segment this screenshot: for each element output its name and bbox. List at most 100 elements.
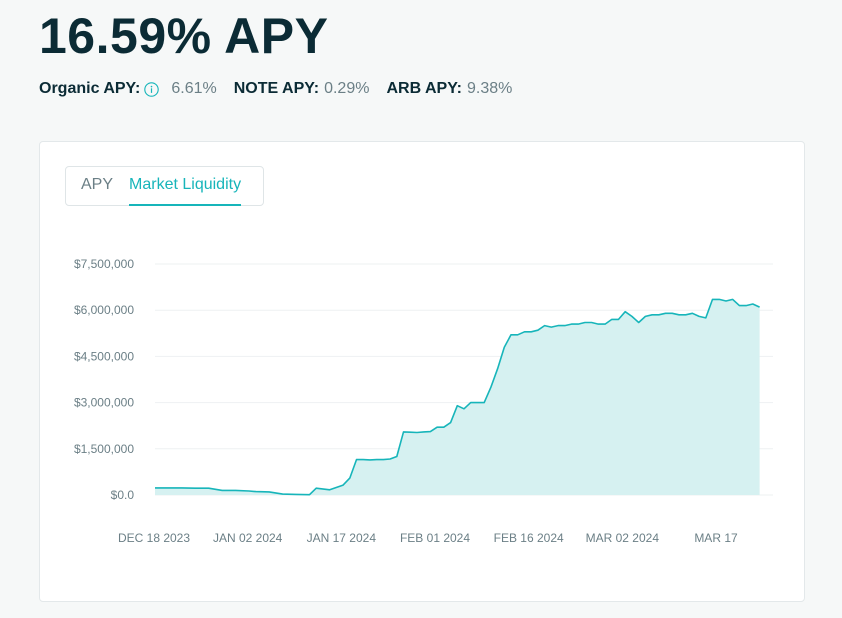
data-point[interactable] [623,310,627,314]
data-point[interactable] [684,313,688,317]
y-tick-label: $7,500,000 [74,257,134,271]
data-point[interactable] [570,322,574,326]
data-point[interactable] [529,330,533,334]
x-tick-label: DEC 18 2023 [118,531,190,545]
data-point[interactable] [690,311,694,315]
data-point[interactable] [523,330,527,334]
data-point[interactable] [375,458,379,462]
data-point[interactable] [643,314,647,318]
tab-apy[interactable]: APY [81,176,114,193]
data-point[interactable] [496,367,500,371]
data-point[interactable] [166,486,170,490]
data-point[interactable] [670,311,674,315]
data-point[interactable] [153,486,157,490]
note-apy-label: NOTE APY: [233,80,320,97]
data-point[interactable] [664,311,668,315]
liquidity-area-fill [155,299,760,495]
data-point[interactable] [281,492,285,496]
data-point[interactable] [603,322,607,326]
liquidity-series-line [155,298,760,496]
data-point[interactable] [590,321,594,325]
data-point[interactable] [442,425,446,429]
data-point[interactable] [402,430,406,434]
data-point[interactable] [650,313,654,317]
data-point[interactable] [254,490,258,494]
data-point[interactable] [469,401,473,405]
data-point[interactable] [549,325,553,329]
apy-breakdown: Organic APY: 6.61% NOTE APY: 0.29% ARB A… [39,78,529,100]
y-tick-label: $3,000,000 [74,396,134,410]
data-point[interactable] [247,489,251,493]
data-point[interactable] [744,304,748,308]
data-point[interactable] [234,488,238,492]
note-apy-stat: NOTE APY: 0.29% [234,80,370,98]
market-liquidity-chart: $0.0 $1,500,000 $3,000,000 $4,500,000 $6,000… [74,257,773,545]
data-point[interactable] [368,458,372,462]
x-tick-label: MAR 02 2024 [586,531,660,545]
data-point[interactable] [489,385,493,389]
data-point[interactable] [422,430,426,434]
data-point[interactable] [543,324,547,328]
arb-apy-stat: ARB APY: 9.38% [386,80,512,98]
data-point[interactable] [502,345,506,349]
data-point[interactable] [475,401,479,405]
data-point[interactable] [395,455,399,459]
data-point[interactable] [462,407,466,411]
data-point[interactable] [381,458,385,462]
y-axis-ticks: $0.0 $1,500,000 $3,000,000 $4,500,000 $6,000… [74,257,134,502]
data-point[interactable] [455,404,459,408]
data-point[interactable] [610,317,614,321]
data-point[interactable] [704,316,708,320]
data-point[interactable] [617,317,621,321]
data-point[interactable] [556,324,560,328]
data-point[interactable] [758,305,762,309]
data-point[interactable] [415,431,419,435]
data-point[interactable] [267,490,271,494]
data-point[interactable] [509,333,513,337]
data-point[interactable] [737,304,741,308]
data-point[interactable] [435,425,439,429]
data-point[interactable] [294,492,298,496]
data-point[interactable] [408,430,412,434]
data-point[interactable] [657,313,661,317]
info-icon[interactable] [143,81,160,98]
chart-tabs: APY Market Liquidity [65,166,264,206]
data-point[interactable] [341,483,345,487]
data-point[interactable] [724,299,728,303]
data-point[interactable] [711,297,715,301]
data-point[interactable] [677,313,681,317]
note-apy-value: 0.29% [324,80,370,97]
data-point[interactable] [630,314,634,318]
y-tick-label: $4,500,000 [74,349,134,363]
data-point[interactable] [180,486,184,490]
data-point[interactable] [637,321,641,325]
data-point[interactable] [220,488,224,492]
data-point[interactable] [428,430,432,434]
x-tick-label: FEB 01 2024 [400,531,470,545]
data-point[interactable] [308,493,312,497]
data-point[interactable] [388,457,392,461]
data-point[interactable] [563,324,567,328]
arb-apy-value: 9.38% [467,80,513,97]
data-point[interactable] [328,488,332,492]
data-point[interactable] [207,486,211,490]
data-point[interactable] [697,314,701,318]
data-point[interactable] [731,297,735,301]
data-point[interactable] [314,486,318,490]
data-point[interactable] [482,401,486,405]
data-point[interactable] [576,322,580,326]
data-point[interactable] [449,421,453,425]
data-point[interactable] [596,322,600,326]
data-point[interactable] [717,297,721,301]
data-point[interactable] [536,328,540,332]
tab-market-liquidity[interactable]: Market Liquidity [129,166,242,206]
data-point[interactable] [355,458,359,462]
data-point[interactable] [751,302,755,306]
data-point[interactable] [361,458,365,462]
organic-apy-label: Organic APY: [39,80,141,97]
data-point[interactable] [583,321,587,325]
data-point[interactable] [516,333,520,337]
data-point[interactable] [193,486,197,490]
data-point[interactable] [348,476,352,480]
